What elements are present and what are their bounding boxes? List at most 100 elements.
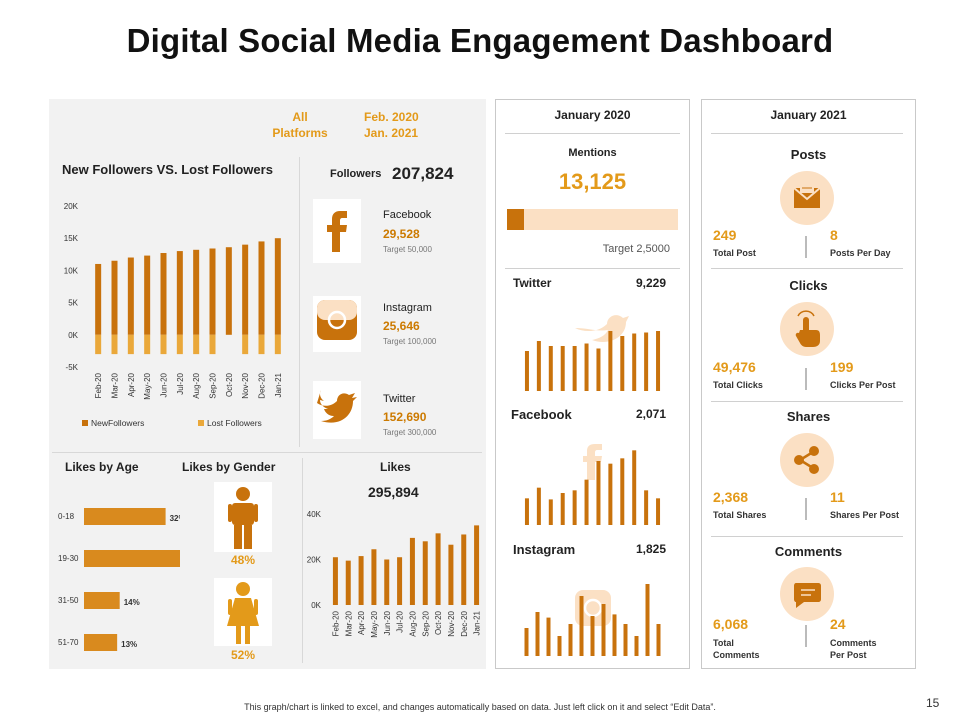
mention-bar	[584, 343, 589, 391]
instagram-mentions: 1,825	[635, 542, 666, 556]
mention-bar	[608, 463, 613, 525]
x-tick-label: Apr-20	[357, 610, 366, 635]
likes-bar	[371, 549, 377, 605]
age-value-label: 14%	[124, 598, 140, 607]
divider	[805, 625, 807, 647]
mention-bar	[535, 612, 540, 656]
facebook-mentions-chart	[524, 444, 661, 525]
envelope-icon	[793, 185, 821, 208]
lost-followers-bar	[274, 334, 281, 355]
new-followers-bar	[95, 263, 102, 335]
x-tick-label: May-20	[370, 610, 379, 637]
clicks-icon-bg	[780, 302, 834, 356]
x-tick-label: Oct-20	[225, 372, 234, 397]
divider	[711, 401, 903, 402]
divider	[505, 268, 680, 269]
divider	[805, 498, 807, 520]
x-tick-label: May-20	[143, 372, 152, 399]
jan2021-title: January 2021	[770, 108, 847, 122]
platforms-label: Platforms	[272, 126, 328, 140]
age-category-label: 19-30	[58, 554, 79, 563]
x-tick-label: Jan-21	[274, 372, 283, 397]
y-tick-label: 0K	[68, 331, 78, 340]
mention-bar	[560, 493, 565, 525]
likes-bar	[397, 557, 403, 605]
mentions-target: Target 2,5000	[602, 243, 670, 255]
clicks-per-post-label: Clicks Per Post	[830, 380, 896, 390]
instagram-icon	[317, 300, 357, 340]
new-followers-bar	[127, 257, 134, 335]
twitter-name: Twitter	[383, 393, 416, 405]
x-tick-label: Jun-20	[383, 610, 392, 635]
likes-bar	[435, 533, 441, 605]
x-tick-label: Aug-20	[408, 610, 417, 636]
facebook-icon	[327, 211, 347, 252]
female-tile	[214, 578, 272, 646]
lost-followers-bar	[127, 334, 134, 355]
likes-bar	[345, 560, 351, 605]
x-tick-label: Aug-20	[192, 372, 201, 398]
mention-bar	[568, 624, 573, 656]
x-tick-label: Sep-20	[209, 372, 218, 398]
mentions-value: 13,125	[558, 169, 627, 194]
x-tick-label: Dec-20	[460, 610, 469, 636]
mention-bar	[536, 341, 541, 391]
comments-title: Comments	[774, 544, 843, 559]
posts-title: Posts	[790, 147, 827, 162]
total-comments-label-line1: Total	[713, 638, 734, 648]
mention-bar	[656, 331, 661, 391]
lost-followers-bar	[95, 334, 102, 355]
y-tick-label: 20K	[307, 556, 322, 565]
lost-followers-bar	[144, 334, 151, 355]
mention-bar	[590, 616, 595, 656]
instagram-name: Instagram	[383, 302, 432, 314]
twitter-watermark-icon	[575, 315, 629, 342]
shares-per-post-label: Shares Per Post	[830, 510, 900, 520]
facebook-mentions: 2,071	[635, 407, 666, 421]
likes-chart: 40K 20K 0K Feb-20 Mar-20 Apr-20 May-20 Jun-20 Ju…	[307, 510, 482, 638]
likes-title: Likes	[380, 460, 411, 474]
facebook-target: Target 50,000	[383, 245, 432, 254]
share-icon	[794, 446, 819, 474]
female-icon	[227, 582, 259, 644]
lost-followers-bar	[242, 334, 249, 355]
comments-icon-bg	[780, 567, 834, 621]
likes-bar	[384, 559, 390, 605]
legend-swatch-new	[82, 420, 88, 426]
likes-by-age-title: Likes by Age	[65, 460, 139, 474]
female-percent: 52%	[230, 648, 256, 662]
y-tick-label: 40K	[307, 510, 322, 519]
likes-bar	[474, 525, 480, 605]
twitter-label: Twitter	[513, 276, 552, 290]
divider	[711, 268, 903, 269]
twitter-followers: 152,690	[383, 410, 427, 424]
x-tick-label: Feb-20	[331, 610, 340, 636]
posts-icon-bg	[780, 171, 834, 225]
footer-note: This graph/chart is linked to excel, and…	[244, 702, 716, 712]
new-followers-bar	[258, 241, 265, 335]
followers-total: 207,824	[392, 164, 454, 183]
mentions-progress-fill	[507, 209, 525, 230]
mention-bar	[584, 479, 589, 525]
mention-bar	[546, 617, 551, 656]
likes-bar	[358, 556, 364, 605]
platform-filter[interactable]: All Platforms	[268, 109, 332, 141]
mention-bar	[596, 461, 601, 525]
total-posts-value: 249	[713, 227, 737, 243]
likes-bar	[422, 541, 428, 605]
total-comments-label: Total Comments	[713, 637, 760, 661]
mentions-progress-track	[507, 209, 678, 230]
facebook-label: Facebook	[511, 407, 572, 422]
followers-chart: 20K 15K 10K 5K 0K -5K Feb-20 Mar-20 Apr-20 May-20…	[64, 202, 283, 428]
age-bar	[84, 550, 180, 567]
total-clicks-value: 49,476	[713, 359, 756, 375]
total-posts-label: Total Post	[713, 248, 756, 258]
y-tick-label: 5K	[68, 299, 78, 308]
mention-bar	[620, 336, 625, 391]
mention-bar	[608, 331, 613, 391]
facebook-name: Facebook	[383, 209, 432, 221]
shares-per-post-value: 11	[830, 489, 845, 505]
y-tick-label: 15K	[64, 234, 79, 243]
date-range[interactable]: Feb. 2020 Jan. 2021	[364, 109, 419, 141]
